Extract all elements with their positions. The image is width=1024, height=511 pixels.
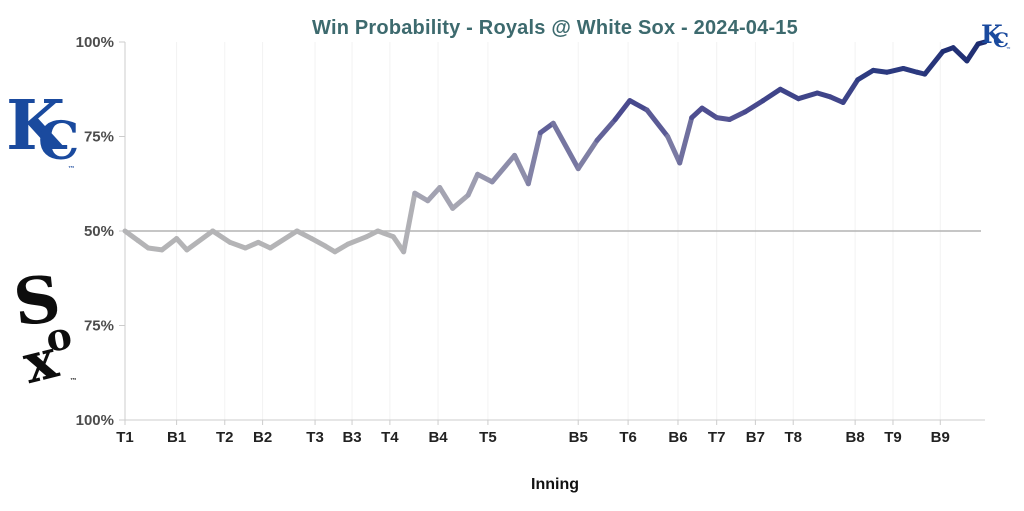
wp-line-segment [437,185,456,211]
annotation-letter-c: C [993,28,1009,52]
wp-line-segment [727,109,748,122]
wp-line-segment [401,190,418,255]
y-tick-label: 75% [84,318,114,335]
wp-line-segment [950,45,970,64]
royals-logo-letter-c: C [38,111,80,172]
x-tick-label: T4 [381,429,399,446]
line-end-kc-annotation: K C ™ [981,22,1023,58]
trademark-symbol: ™ [68,164,75,173]
y-tick-label: 100% [76,412,114,429]
x-tick-label: B1 [167,429,186,446]
x-tick-label: B7 [746,429,765,446]
x-tick-label: B2 [253,429,272,446]
wp-line-segment [159,236,180,253]
wp-line-segment [840,77,861,105]
wp-line-segment [309,236,328,249]
wp-line-segment [855,67,876,83]
wp-line-segment [210,228,233,245]
trademark-symbol: ™ [1006,47,1011,53]
x-axis-title: Inning [531,476,579,493]
wp-line-segment [294,228,315,242]
royals-logo-letter-k: K [6,86,66,166]
wp-line-segment [644,107,671,139]
wp-line-segment [964,41,981,64]
x-tick-label: B3 [342,429,361,446]
y-tick-label: 100% [76,34,114,51]
wp-line-segment [677,115,695,166]
wp-line-segment [742,98,766,115]
x-tick-label: T1 [116,429,134,446]
x-tick-label: T6 [619,429,637,446]
whitesox-logo: S o x ™ [2,262,90,396]
wp-line-segment [777,86,801,102]
x-tick-label: T8 [784,429,802,446]
wp-line-segment [537,120,556,136]
wp-line-segment [575,137,600,172]
x-tick-label: T5 [479,429,497,446]
wp-line-segment [267,228,300,251]
x-tick-label: T2 [216,429,234,446]
x-tick-label: T9 [884,429,902,446]
chart-title: Win Probability - Royals @ White Sox - 2… [312,17,798,39]
x-tick-label: T7 [708,429,726,446]
wp-line-segment [450,192,471,211]
y-tick-label: 75% [84,129,114,146]
wp-line-segment [465,171,481,198]
wp-line-segment [699,105,720,121]
y-tick-label: 50% [84,223,114,240]
trademark-symbol: ™ [70,376,77,385]
wp-line-segment [184,228,216,253]
wp-line-segment [665,134,683,166]
wp-line-segment [174,236,190,253]
wp-line-segment [760,86,783,104]
wp-line-segment [627,98,650,113]
wp-line-segment [227,239,248,251]
x-tick-label: B6 [668,429,687,446]
wp-line-segment [594,116,618,143]
wp-line-segment [612,98,633,122]
wp-line-segment [375,228,396,240]
x-tick-label: T3 [306,429,324,446]
wp-line-segment [489,152,518,185]
x-tick-label: B8 [846,429,865,446]
wp-line-segment [525,130,543,187]
wp-line-segment [550,120,581,172]
x-tick-label: B5 [569,429,588,446]
wp-line-segment [884,65,906,75]
wp-line-segment [795,90,820,102]
royals-logo: K C ™ [6,86,80,182]
annotation-letter-k: K [981,20,1003,49]
x-tick-label: B4 [428,429,448,446]
wp-line-segment [345,234,370,247]
x-tick-label: B9 [931,429,950,446]
wp-line-segment [425,185,443,204]
wp-line-segment [122,228,141,243]
wp-line-segment [512,152,531,187]
wp-line-segment [975,39,988,47]
wp-line-segment [475,171,495,185]
wp-line-segment [922,48,946,77]
